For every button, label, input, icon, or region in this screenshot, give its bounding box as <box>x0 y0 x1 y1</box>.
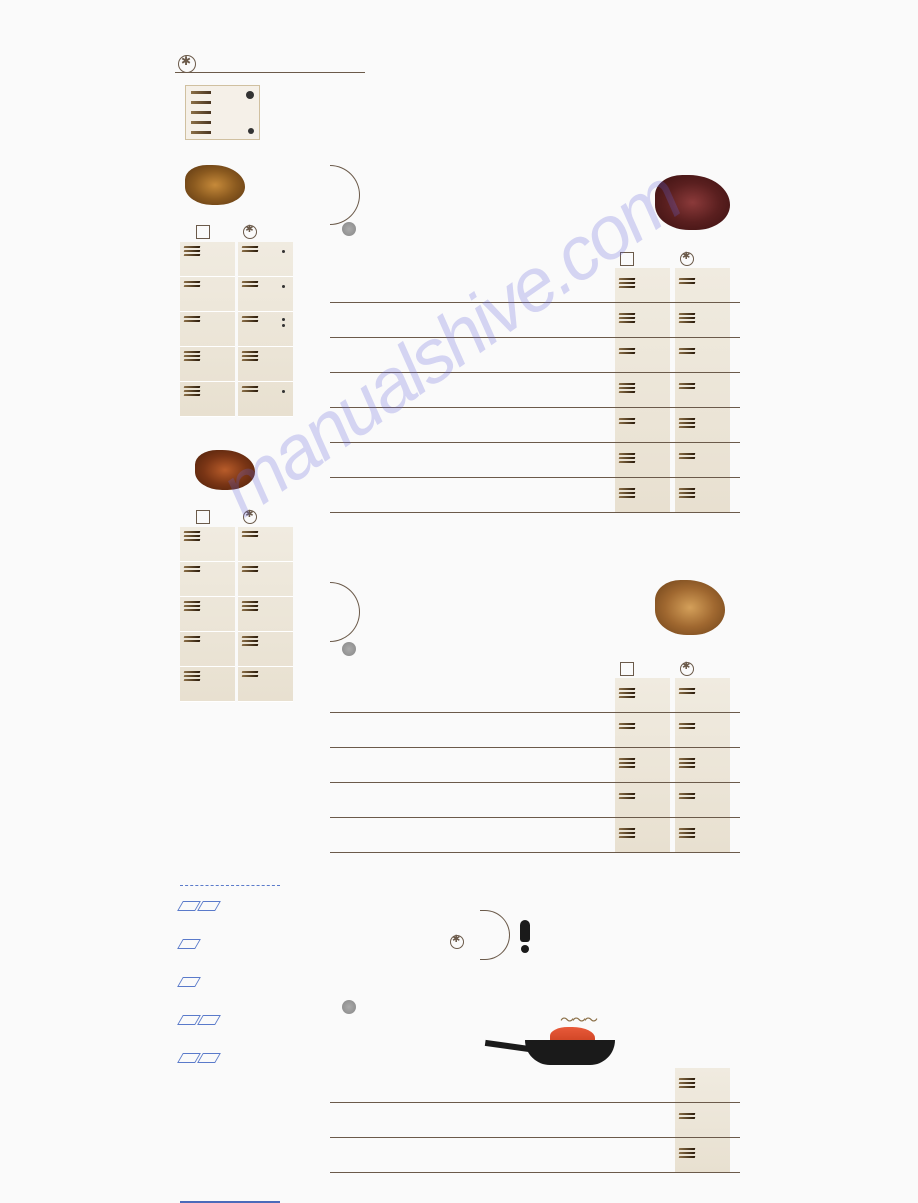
conventional-icon <box>620 662 634 676</box>
table-row <box>330 748 740 783</box>
meat-roll-image <box>195 450 255 490</box>
section-curve <box>480 910 510 960</box>
roast-col-conventional <box>180 527 235 702</box>
table-row <box>330 373 740 408</box>
table-row <box>330 443 740 478</box>
beef-image <box>655 175 730 230</box>
conventional-icon <box>620 252 634 266</box>
table-row <box>330 713 740 748</box>
frying-pan-image: 〜〜〜 <box>485 1015 625 1065</box>
header-rule <box>175 72 365 73</box>
section-curve <box>330 165 360 225</box>
table-row <box>330 1103 740 1138</box>
croissant-image <box>185 165 245 205</box>
fan-icon <box>243 225 257 239</box>
table-row <box>330 783 740 818</box>
pastry-table <box>180 225 293 417</box>
pastry-col-conventional <box>180 242 235 417</box>
table-row <box>330 478 740 513</box>
chicken-image <box>655 580 725 635</box>
oven-diagram <box>185 85 260 140</box>
table-row <box>330 678 740 713</box>
conventional-icon <box>196 510 210 524</box>
fan-icon <box>680 662 694 676</box>
section-dot <box>342 222 356 236</box>
roast-col-fan <box>238 527 293 702</box>
shelf-position-guide <box>180 885 280 1203</box>
section-dot <box>342 642 356 656</box>
table-row <box>330 818 740 853</box>
fan-icon <box>680 252 694 266</box>
table-row <box>330 1068 740 1103</box>
meat-cooking-table <box>330 268 740 513</box>
poultry-cooking-table <box>330 678 740 853</box>
roast-table <box>180 510 293 702</box>
fan-icon <box>243 510 257 524</box>
warning-icon <box>520 920 532 950</box>
section-dot <box>342 1000 356 1014</box>
table-row <box>330 268 740 303</box>
table-row <box>330 303 740 338</box>
table-row <box>330 408 740 443</box>
fan-icon-bottom <box>450 935 464 952</box>
table-row <box>330 338 740 373</box>
pastry-col-fan <box>238 242 293 417</box>
conventional-icon <box>196 225 210 239</box>
table-row <box>330 1138 740 1173</box>
searing-table <box>330 1068 740 1173</box>
section-curve <box>330 582 360 642</box>
